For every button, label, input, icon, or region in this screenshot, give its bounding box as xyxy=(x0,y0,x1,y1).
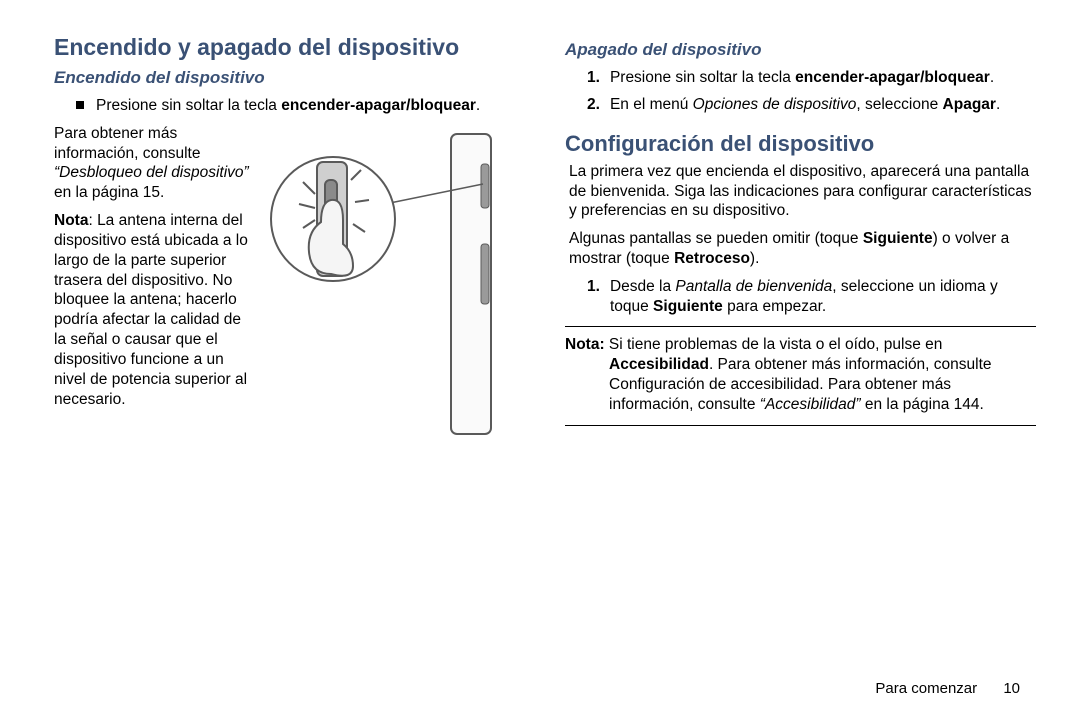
config-p1: La primera vez que encienda el dispositi… xyxy=(569,162,1036,221)
right-column: Apagado del dispositivo 1. Presione sin … xyxy=(565,34,1036,680)
power-button-illustration xyxy=(261,124,525,444)
subheading-off: Apagado del dispositivo xyxy=(565,40,1036,60)
bullet-on: Presione sin soltar la tecla encender-ap… xyxy=(76,96,525,116)
footer-label: Para comenzar xyxy=(875,680,977,697)
bullet-on-text: Presione sin soltar la tecla encender-ap… xyxy=(96,96,480,116)
off-steps: 1. Presione sin soltar la tecla encender… xyxy=(587,68,1036,115)
off-step-2: 2. En el menú Opciones de dispositivo, s… xyxy=(587,95,1036,115)
off-step-1: 1. Presione sin soltar la tecla encender… xyxy=(587,68,1036,88)
page-footer: Para comenzar 10 xyxy=(875,680,1020,697)
rule-bottom xyxy=(565,425,1036,426)
bullet-marker-icon xyxy=(76,101,84,109)
subheading-on: Encendido del dispositivo xyxy=(54,68,525,88)
left-text-block: Para obtener más información, consulte “… xyxy=(54,124,249,444)
antenna-note: Nota: La antena interna del dispositivo … xyxy=(54,211,249,409)
heading-config: Configuración del dispositivo xyxy=(565,131,1036,157)
left-column: Encendido y apagado del dispositivo Ence… xyxy=(54,34,525,680)
config-steps: 1. Desde la Pantalla de bienvenida, sele… xyxy=(587,277,1036,318)
heading-power: Encendido y apagado del dispositivo xyxy=(54,34,525,62)
accessibility-note: Nota: Si tiene problemas de la vista o e… xyxy=(565,333,1036,420)
footer-page-number: 10 xyxy=(1003,680,1020,697)
config-step-1: 1. Desde la Pantalla de bienvenida, sele… xyxy=(587,277,1036,318)
rule-top xyxy=(565,326,1036,327)
unlock-ref: Para obtener más información, consulte “… xyxy=(54,124,249,203)
config-p2: Algunas pantallas se pueden omitir (toqu… xyxy=(569,229,1036,269)
